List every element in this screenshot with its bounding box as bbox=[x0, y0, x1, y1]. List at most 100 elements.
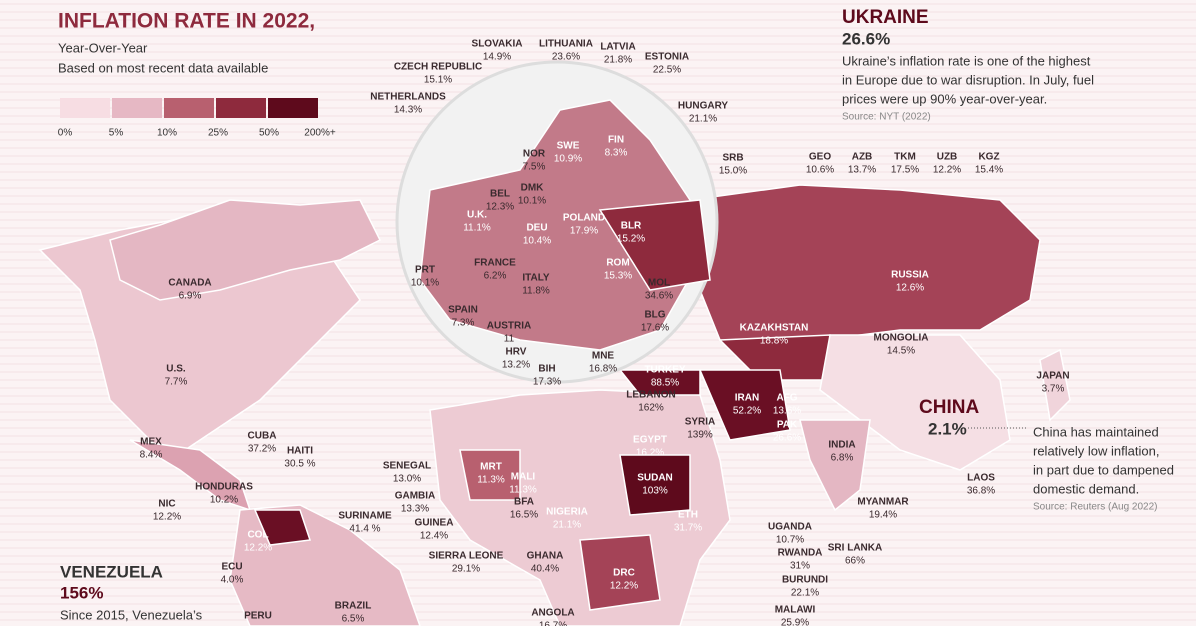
title: INFLATION RATE IN 2022, bbox=[58, 10, 315, 33]
country-name: SYRIA bbox=[685, 417, 716, 428]
country-value: 15.0% bbox=[719, 166, 747, 177]
country-name: TKM bbox=[894, 152, 916, 163]
country-value: 31.7% bbox=[674, 523, 702, 534]
legend-swatch bbox=[268, 98, 318, 118]
legend-label: 0% bbox=[58, 128, 73, 139]
legend-swatch bbox=[216, 98, 266, 118]
legend-label: 200%+ bbox=[304, 128, 336, 139]
source: Source: Reuters (Aug 2022) bbox=[1033, 502, 1158, 513]
country-value: 7.5% bbox=[523, 162, 546, 173]
country-value: 17.9% bbox=[570, 226, 598, 237]
country-value: 40.4% bbox=[531, 564, 559, 575]
callout-line: domestic demand. bbox=[1033, 481, 1139, 496]
country-name: DEU bbox=[526, 223, 547, 234]
land bbox=[38, 184, 1071, 626]
country-name: BRAZIL bbox=[335, 601, 372, 612]
country-value: 12.3% bbox=[486, 202, 514, 213]
country-value: 8.4% bbox=[140, 450, 163, 461]
country-value: 139% bbox=[687, 430, 713, 441]
country-name: BURUNDI bbox=[782, 575, 828, 586]
country-value: 16.5% bbox=[510, 510, 538, 521]
country-value: 14.3% bbox=[394, 105, 422, 116]
country-value: 10.9% bbox=[554, 154, 582, 165]
legend-swatch bbox=[112, 98, 162, 118]
country-value: 22.5% bbox=[653, 65, 681, 76]
country-value: 29.1% bbox=[452, 564, 480, 575]
country-value: 11.1% bbox=[463, 223, 491, 234]
country-value: 13.7% bbox=[848, 165, 876, 176]
country-value: 4.0% bbox=[221, 575, 244, 586]
country-value: 21.1% bbox=[689, 114, 717, 125]
country-value: 10.1% bbox=[518, 196, 546, 207]
country-value: 30.5 % bbox=[284, 459, 315, 470]
callout-line: prices were up 90% year-over-year. bbox=[842, 91, 1047, 106]
country-value: 25.9% bbox=[781, 618, 809, 626]
country-value: 26.6% bbox=[773, 433, 801, 444]
country-value: 12.2% bbox=[933, 165, 961, 176]
country-name: MALAWI bbox=[775, 605, 816, 616]
country-name: SWE bbox=[557, 141, 580, 152]
country-name: SUDAN bbox=[637, 473, 673, 484]
country-value: 13.0% bbox=[393, 474, 421, 485]
country-value: 12.2% bbox=[153, 512, 181, 523]
country-value: 13.3% bbox=[401, 504, 429, 515]
callout-text: Ukraine’s inflation rate is one of the h… bbox=[842, 53, 1094, 106]
country-name: TURKEY bbox=[644, 365, 685, 376]
legend-label: 50% bbox=[259, 128, 279, 139]
country-name: INDIA bbox=[828, 440, 855, 451]
country-name: BIH bbox=[538, 364, 555, 375]
country-value: 13.2% bbox=[502, 360, 530, 371]
country-name: AUSTRIA bbox=[487, 321, 531, 332]
country-value: 12.4% bbox=[420, 531, 448, 542]
country-name: DMK bbox=[521, 183, 545, 194]
country-name: SPAIN bbox=[448, 305, 478, 316]
country-name: GAMBIA bbox=[395, 491, 436, 502]
country-value: 10.2% bbox=[210, 495, 238, 506]
country-name: LATVIA bbox=[600, 42, 635, 53]
country-value: 52.2% bbox=[733, 406, 761, 417]
country-value: 11 bbox=[504, 334, 515, 345]
country-value: 66% bbox=[845, 556, 865, 567]
country-value: 10.4% bbox=[523, 236, 551, 247]
country-value: 16.7% bbox=[539, 621, 567, 626]
country-name: HAITI bbox=[287, 446, 313, 457]
country-name: ROM bbox=[606, 258, 629, 269]
country-value: 15.4% bbox=[975, 165, 1003, 176]
country-value: 11.3% bbox=[509, 485, 537, 496]
country-name: ETH bbox=[678, 510, 698, 521]
country-name: BFA bbox=[514, 497, 534, 508]
country-value: 103% bbox=[642, 486, 668, 497]
callout-line: Ukraine’s inflation rate is one of the h… bbox=[842, 53, 1091, 68]
country-name: MEX bbox=[140, 437, 162, 448]
country-name: COL bbox=[247, 530, 268, 541]
country-value: 22.1% bbox=[791, 588, 819, 599]
country-value: 6.5% bbox=[342, 614, 365, 625]
country-name: POLAND bbox=[563, 213, 605, 224]
country-name: FRANCE bbox=[474, 258, 516, 269]
country-value: 16.2% bbox=[636, 448, 664, 459]
legend: 0% 5% 10% 25% 50% 200%+ bbox=[58, 98, 336, 139]
country-value: 14.9% bbox=[483, 52, 511, 63]
callout-title: CHINA bbox=[919, 397, 979, 418]
country-name: PRT bbox=[415, 265, 435, 276]
country-name: NIGERIA bbox=[546, 507, 588, 518]
country-name: CANADA bbox=[168, 278, 211, 289]
country-value: 3.7% bbox=[1042, 384, 1065, 395]
country-name: NOR bbox=[523, 149, 546, 160]
country-value: 11.3% bbox=[477, 475, 505, 486]
country-name: SIERRA LEONE bbox=[429, 551, 504, 562]
callout-line: China has maintained bbox=[1033, 424, 1159, 439]
country-name: LITHUANIA bbox=[539, 39, 593, 50]
country-name: MALI bbox=[511, 472, 536, 483]
country-value: 34.6% bbox=[645, 291, 673, 302]
country-value: 8.3% bbox=[605, 148, 628, 159]
callout-value: 156% bbox=[60, 583, 103, 602]
country-name: HRV bbox=[506, 347, 527, 358]
callout-line: in part due to dampened bbox=[1033, 462, 1174, 477]
country-name: PERU bbox=[244, 611, 272, 622]
country-value: 36.8% bbox=[967, 486, 995, 497]
country-name: MNE bbox=[592, 351, 615, 362]
country-name: GUINEA bbox=[415, 518, 454, 529]
source: Source: NYT (2022) bbox=[842, 112, 931, 123]
country-value: 15.2% bbox=[617, 234, 645, 245]
